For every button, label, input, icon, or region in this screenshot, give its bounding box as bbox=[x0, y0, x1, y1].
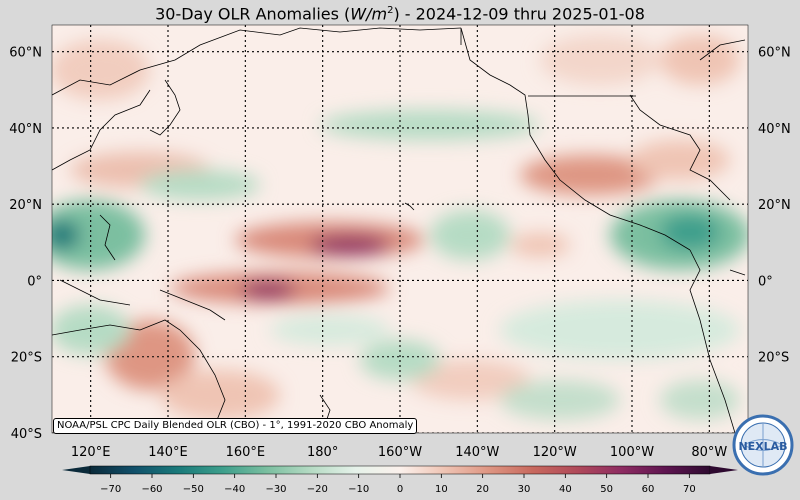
philippines-coast bbox=[99, 214, 116, 261]
colorbar-tick-label: −50 bbox=[183, 484, 204, 495]
south-america-north-coast bbox=[729, 269, 746, 276]
colorbar-bar bbox=[89, 465, 711, 475]
colorbar-max-extend bbox=[710, 466, 738, 474]
colorbar-tick-label: 50 bbox=[600, 484, 613, 495]
colorbar-tick-label: 20 bbox=[476, 484, 489, 495]
lon-label: 120°W bbox=[533, 445, 577, 460]
colorbar-tick-label: −10 bbox=[348, 484, 369, 495]
colorbar-ticks: −70 −60 −50 −40 −30 −20 −10 0 10 20 30 40 50 60 70 bbox=[100, 474, 696, 495]
longitude-labels: 120°E 140°E 160°E 180° 160°W 140°W 120°W 100°W 8… bbox=[71, 445, 728, 460]
colorbar-tick-label: 0 bbox=[397, 484, 403, 495]
graticule bbox=[52, 25, 748, 433]
lat-label-left: 40°S bbox=[11, 427, 42, 442]
colorbar-min-extend bbox=[62, 466, 90, 474]
colorbar: −70 −60 −50 −40 −30 −20 −10 0 10 20 30 40 50 60 70 bbox=[62, 465, 738, 495]
lon-label: 100°W bbox=[610, 445, 654, 460]
lon-label: 120°E bbox=[71, 445, 111, 460]
asia-coast bbox=[52, 27, 462, 96]
lat-label-left: 40°N bbox=[9, 122, 42, 137]
title-suffix: ) - 2024-12-09 thru 2025-01-08 bbox=[393, 4, 645, 24]
north-america-coast bbox=[460, 27, 691, 251]
title-unit: W/m bbox=[350, 4, 388, 24]
lat-label-left: 0° bbox=[27, 274, 42, 289]
logo-text: NEXLAB bbox=[738, 440, 787, 453]
lat-label-left: 60°N bbox=[9, 46, 42, 61]
colorbar-tick-label: 40 bbox=[559, 484, 572, 495]
colorbar-tick-label: −30 bbox=[265, 484, 286, 495]
lon-label: 160°W bbox=[378, 445, 422, 460]
lat-label-right: 0° bbox=[758, 274, 773, 289]
colorbar-tick-label: −60 bbox=[141, 484, 162, 495]
nexlab-logo[interactable]: NEXLAB bbox=[732, 414, 794, 476]
hawaii-islands bbox=[404, 202, 415, 211]
map-field bbox=[52, 25, 748, 433]
lon-label: 180° bbox=[307, 445, 338, 460]
chart-title: 30-Day OLR Anomalies (W/m2) - 2024-12-09… bbox=[0, 0, 800, 24]
latitude-labels-left: 60°N 40°N 20°N 0° 20°S 40°S bbox=[9, 46, 42, 442]
colorbar-tick-label: −40 bbox=[224, 484, 245, 495]
south-america-west-coast bbox=[689, 249, 736, 433]
japan-coast bbox=[149, 79, 181, 136]
lon-label: 160°E bbox=[226, 445, 266, 460]
australia-coast bbox=[52, 319, 226, 426]
colorbar-tick-label: −20 bbox=[307, 484, 328, 495]
latitude-labels-right: 60°N 40°N 20°N 0° 20°S bbox=[758, 46, 791, 366]
lon-label: 80°W bbox=[691, 445, 727, 460]
us-east-coast bbox=[629, 94, 731, 201]
title-prefix: 30-Day OLR Anomalies ( bbox=[155, 4, 351, 24]
lon-label: 140°E bbox=[148, 445, 188, 460]
lat-label-left: 20°S bbox=[11, 351, 42, 366]
colorbar-tick-label: −70 bbox=[100, 484, 121, 495]
china-coast bbox=[52, 89, 151, 171]
lat-label-right: 20°N bbox=[758, 198, 791, 213]
lat-label-right: 20°S bbox=[758, 351, 789, 366]
lat-label-right: 60°N bbox=[758, 46, 791, 61]
indonesia-coast bbox=[59, 279, 131, 306]
coastlines bbox=[52, 27, 746, 433]
lat-label-right: 40°N bbox=[758, 122, 791, 137]
data-credit-box: NOAA/PSL CPC Daily Blended OLR (CBO) - 1… bbox=[53, 418, 418, 434]
colorbar-tick-label: 70 bbox=[683, 484, 696, 495]
canada-coast bbox=[699, 39, 746, 61]
title-unit-exponent: 2 bbox=[387, 5, 394, 16]
colorbar-tick-label: 60 bbox=[642, 484, 655, 495]
anomaly-blobs bbox=[52, 35, 748, 420]
new-guinea-coast bbox=[159, 289, 226, 321]
lat-label-left: 20°N bbox=[9, 198, 42, 213]
colorbar-tick-label: 10 bbox=[435, 484, 448, 495]
colorbar-tick-label: 30 bbox=[518, 484, 531, 495]
lon-label: 140°W bbox=[455, 445, 499, 460]
